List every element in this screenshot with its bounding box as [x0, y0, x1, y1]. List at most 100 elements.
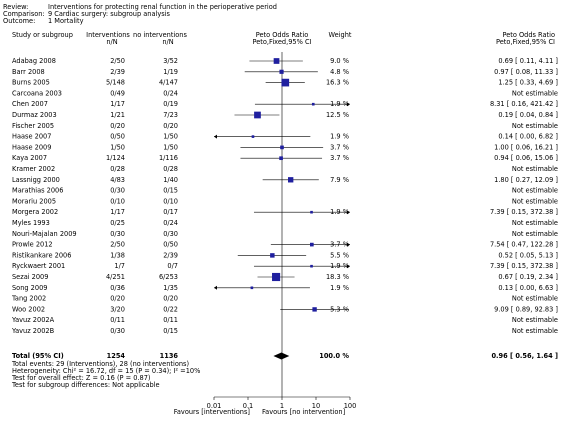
weight: 3.7 %: [330, 143, 349, 151]
weight: 9.0 %: [330, 57, 349, 65]
events: 0/30: [110, 327, 125, 335]
events: 0/22: [163, 305, 178, 313]
events: 0/24: [163, 219, 178, 227]
effect: 0.97 [ 0.08, 11.33 ]: [494, 68, 558, 76]
point-estimate: [281, 78, 290, 87]
point-estimate: [310, 210, 313, 214]
events: 0/15: [163, 187, 178, 195]
events: 1/7: [114, 262, 125, 270]
events: 2/50: [110, 241, 125, 249]
total-effect: 0.96 [ 0.56, 1.64 ]: [491, 352, 558, 360]
events: 4/147: [159, 79, 178, 87]
x-tick-label: 100: [344, 402, 357, 410]
effect: 0.52 [ 0.05, 5.13 ]: [498, 251, 558, 259]
weight: 18.3 %: [326, 273, 349, 281]
effect: 0.13 [ 0.00, 6.63 ]: [498, 284, 558, 292]
effect: 7.54 [ 0.47, 122.28 ]: [490, 241, 558, 249]
effect: Not estimable: [512, 122, 558, 130]
note: Test for overall effect: Z = 0.16 (P = 0…: [11, 374, 150, 382]
study-name: Kramer 2002: [12, 165, 55, 173]
events: 0/49: [110, 89, 125, 97]
events: 0/20: [110, 122, 125, 130]
events: 1/21: [110, 111, 125, 119]
effect: 0.19 [ 0.04, 0.84 ]: [498, 111, 558, 119]
col-header: Study or subgroup: [12, 31, 73, 39]
events: 0/28: [110, 165, 125, 173]
effect: 1.25 [ 0.33, 4.69 ]: [498, 79, 558, 87]
point-estimate: [310, 264, 313, 268]
header-label: Outcome:: [3, 17, 35, 25]
ci-arrow: [214, 285, 217, 290]
effect: 0.94 [ 0.06, 15.06 ]: [494, 154, 558, 162]
effect: Not estimable: [512, 197, 558, 205]
point-estimate: [310, 242, 314, 247]
events: 3/52: [163, 57, 178, 65]
events: 0/20: [110, 295, 125, 303]
effect: 1.80 [ 0.27, 12.09 ]: [494, 176, 558, 184]
events: 0/11: [110, 316, 125, 324]
col-header: Peto Odds Ratio: [502, 31, 555, 39]
study-name: Ryckwaert 2001: [12, 262, 65, 270]
events: 4/251: [106, 273, 125, 281]
effect: 7.39 [ 0.15, 372.38 ]: [490, 208, 558, 216]
total-events: 1254: [107, 352, 126, 360]
ci-arrow: [347, 264, 350, 269]
weight: 4.8 %: [330, 68, 349, 76]
effect: Not estimable: [512, 230, 558, 238]
events: 1/50: [163, 143, 178, 151]
point-estimate: [279, 156, 283, 161]
effect: 8.31 [ 0.16, 421.42 ]: [490, 100, 558, 108]
effect: Not estimable: [512, 89, 558, 97]
events: 1/40: [163, 176, 178, 184]
header-text: 1 Mortality: [48, 17, 84, 25]
note: Test for subgroup differences: Not appli…: [11, 381, 160, 389]
study-name: Song 2009: [12, 284, 47, 292]
col-header: Peto Odds Ratio: [256, 31, 309, 39]
col-header: n/N: [106, 38, 117, 46]
favours-right: Favours [no intervention]: [262, 408, 345, 416]
weight: 1.9 %: [330, 284, 349, 292]
total-weight: 100.0 %: [319, 352, 349, 360]
events: 1/38: [110, 251, 125, 259]
events: 2/39: [163, 251, 178, 259]
events: 1/50: [163, 133, 178, 141]
events: 7/23: [163, 111, 178, 119]
study-name: Haase 2007: [12, 133, 51, 141]
events: 1/19: [163, 68, 178, 76]
col-header: Interventions: [86, 31, 130, 39]
study-name: Yavuz 2002B: [11, 327, 55, 335]
events: 6/253: [159, 273, 178, 281]
events: 1/35: [163, 284, 178, 292]
effect: 1.00 [ 0.06, 16.21 ]: [494, 143, 558, 151]
ci-arrow: [347, 210, 350, 215]
study-name: Marathias 2006: [12, 187, 63, 195]
header-label: Review:: [3, 3, 28, 11]
study-name: Sezai 2009: [12, 273, 48, 281]
events: 0/36: [110, 284, 125, 292]
col-header: Peto,Fixed,95% CI: [496, 38, 555, 46]
point-estimate: [254, 111, 261, 119]
col-header: Weight: [329, 31, 352, 39]
note: Heterogeneity: Chi² = 16.72, df = 15 (P …: [12, 367, 200, 375]
study-name: Haase 2009: [12, 143, 51, 151]
x-tick-label: 0.01: [207, 402, 222, 410]
point-estimate: [311, 102, 315, 106]
col-header: Peto,Fixed,95% CI: [253, 38, 312, 46]
events: 0/30: [110, 230, 125, 238]
events: 5/148: [106, 79, 125, 87]
events: 0/20: [163, 295, 178, 303]
study-name: Nouri-Majalan 2009: [12, 230, 77, 238]
header-label: Comparison:: [3, 10, 45, 18]
ci-arrow: [214, 134, 217, 139]
col-header: n/N: [162, 38, 173, 46]
point-estimate: [270, 253, 275, 258]
point-estimate: [273, 58, 280, 64]
events: 0/28: [163, 165, 178, 173]
events: 0/50: [163, 241, 178, 249]
events: 0/7: [167, 262, 178, 270]
study-name: Ristikankare 2006: [12, 251, 71, 259]
events: 0/30: [163, 230, 178, 238]
events: 0/15: [163, 327, 178, 335]
events: 0/24: [163, 89, 178, 97]
events: 2/50: [110, 57, 125, 65]
